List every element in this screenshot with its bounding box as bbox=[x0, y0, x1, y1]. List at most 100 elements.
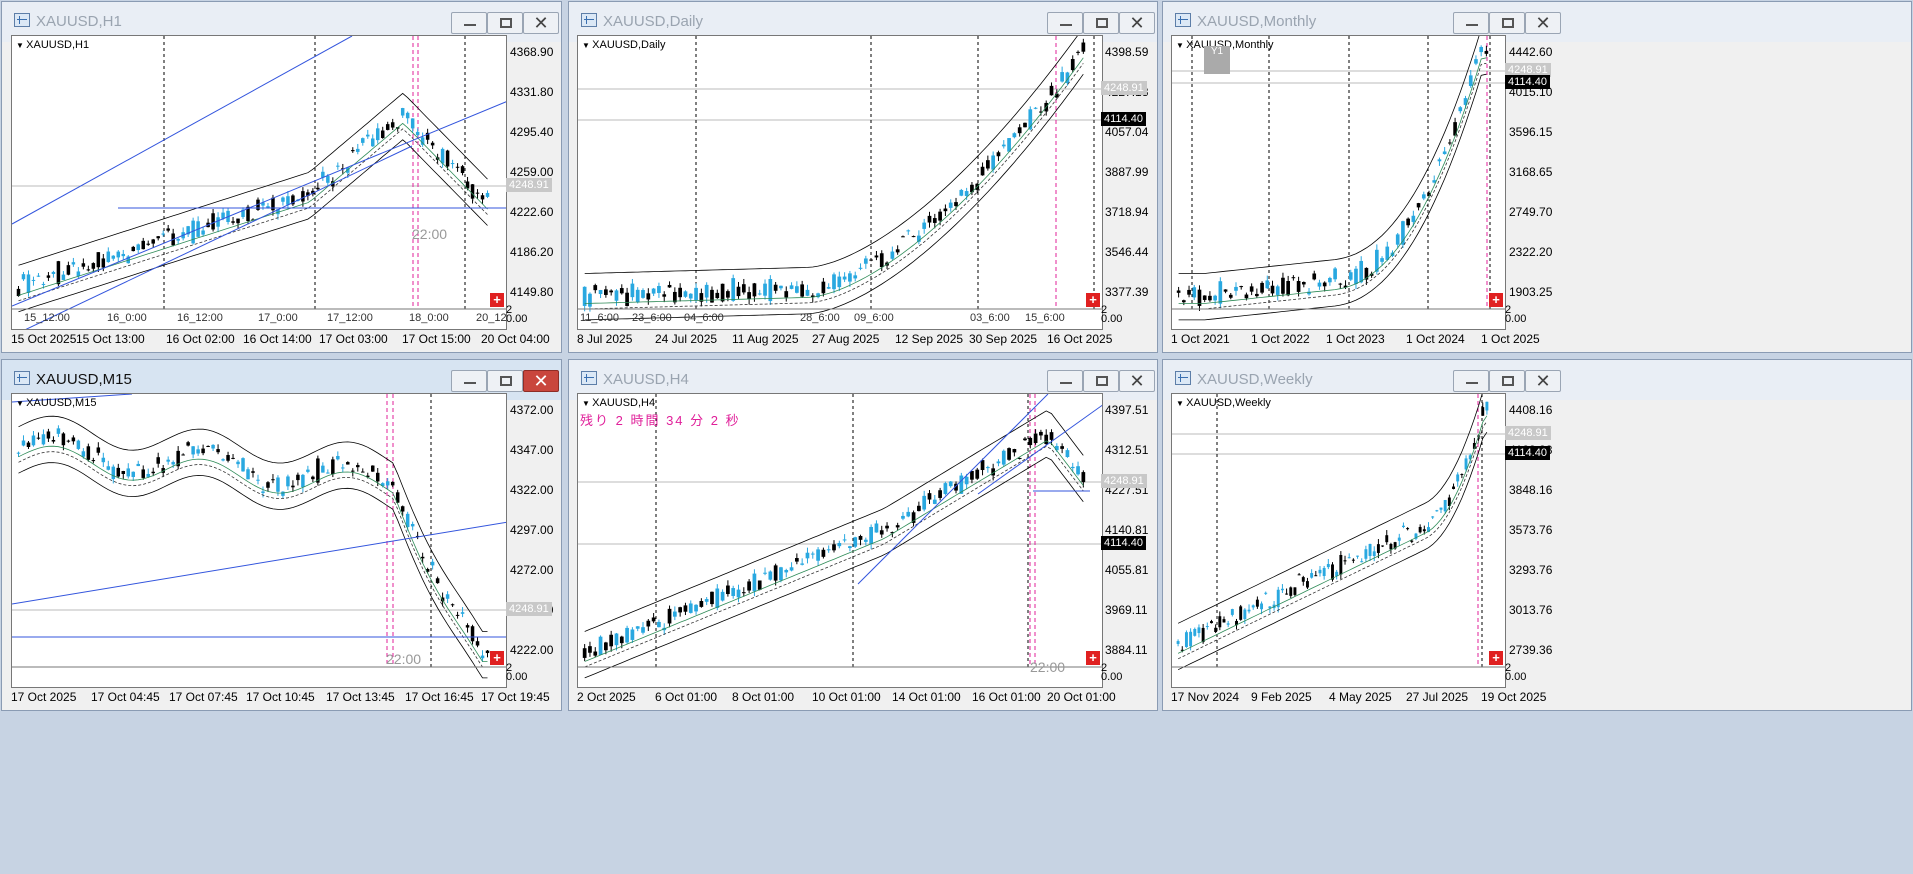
candle-body bbox=[51, 271, 56, 275]
chart-plot-area[interactable]: XAUUSD,M15 22:00 + bbox=[11, 393, 507, 688]
maximize-button[interactable] bbox=[1489, 370, 1525, 392]
time-tick-label: 27 Aug 2025 bbox=[812, 332, 880, 346]
candle-body bbox=[1214, 627, 1218, 632]
time-tick-label: 14 Oct 01:00 bbox=[892, 690, 961, 704]
time-marker-label: 22:00 bbox=[412, 226, 448, 242]
candle-body bbox=[773, 565, 778, 581]
candle-body bbox=[475, 192, 480, 194]
candle-body bbox=[895, 249, 900, 253]
chart-plot-area[interactable]: XAUUSD,H1 15_12:00 16_0:00 16_12:00 17_0:00… bbox=[11, 35, 507, 330]
candle-body bbox=[985, 467, 990, 469]
candle-body bbox=[51, 439, 56, 442]
candle-body bbox=[311, 190, 315, 195]
minimize-button[interactable] bbox=[1453, 370, 1489, 392]
candle-body bbox=[366, 134, 370, 137]
chart-plot-area[interactable]: XAUUSD,Daily 11_6:00 23_6:00 04_6:00 28_6:0… bbox=[577, 35, 1103, 330]
close-button[interactable]: ✕ bbox=[1119, 370, 1155, 392]
candle-body bbox=[842, 539, 847, 541]
one-click-trade-button[interactable]: + bbox=[1489, 293, 1503, 307]
candle-body bbox=[747, 581, 751, 591]
candle-body bbox=[985, 160, 990, 169]
candle-body bbox=[171, 462, 175, 465]
time-tick-label: 20 Oct 01:00 bbox=[1047, 690, 1116, 704]
close-button[interactable]: ✕ bbox=[523, 12, 559, 34]
minimize-button[interactable] bbox=[451, 370, 487, 392]
candle-body bbox=[1023, 438, 1027, 441]
maximize-button[interactable] bbox=[487, 12, 523, 34]
one-click-trade-button[interactable]: + bbox=[1086, 651, 1100, 665]
candle-body bbox=[1176, 290, 1181, 293]
price-tick-label: 3718.94 bbox=[1105, 205, 1149, 219]
maximize-button[interactable] bbox=[1083, 370, 1119, 392]
candle-body bbox=[1023, 122, 1027, 128]
candle-body bbox=[321, 171, 325, 178]
candle-body bbox=[593, 285, 598, 291]
close-button[interactable]: ✕ bbox=[1525, 370, 1561, 392]
chart-window-monthly[interactable]: XAUUSD,Monthly ✕ XAUUSD,Monthly Y1 + 444… bbox=[1162, 1, 1912, 353]
candle-body bbox=[246, 469, 250, 480]
candle-body bbox=[826, 549, 831, 551]
upper-band-line bbox=[584, 36, 1078, 274]
candle-body bbox=[1458, 107, 1463, 112]
chart-window-weekly[interactable]: XAUUSD,Weekly ✕ XAUUSD,Weekly + 4408.16 4… bbox=[1162, 359, 1912, 711]
maximize-button[interactable] bbox=[1083, 12, 1119, 34]
candle-body bbox=[366, 475, 370, 478]
candle-body bbox=[1481, 407, 1485, 416]
ask-price-tag: 4248.91 bbox=[506, 602, 552, 616]
one-click-trade-button[interactable]: + bbox=[1489, 651, 1503, 665]
candle-body bbox=[455, 614, 460, 616]
close-button[interactable]: ✕ bbox=[1525, 12, 1561, 34]
close-button[interactable]: ✕ bbox=[1119, 12, 1155, 34]
candle-body bbox=[874, 255, 879, 258]
candle-body bbox=[191, 220, 195, 244]
chart-plot-area[interactable]: XAUUSD,Monthly Y1 + bbox=[1171, 35, 1506, 330]
candle-body bbox=[76, 440, 81, 449]
candle-body bbox=[1176, 641, 1180, 644]
ask-price-tag: 4248.91 bbox=[506, 178, 552, 192]
one-click-trade-button[interactable]: + bbox=[1086, 293, 1100, 307]
candle-body bbox=[361, 471, 365, 473]
candle-body bbox=[485, 192, 490, 197]
minimize-button[interactable] bbox=[1047, 370, 1083, 392]
close-button[interactable]: ✕ bbox=[523, 370, 559, 392]
candle-body bbox=[96, 252, 101, 268]
price-tick-label: 4272.00 bbox=[510, 563, 554, 577]
chart-window-m15[interactable]: XAUUSD,M15 ✕ XAUUSD,M15 22:00 + 4372.00 43… bbox=[1, 359, 562, 711]
candle-body bbox=[1033, 107, 1038, 109]
one-click-trade-button[interactable]: + bbox=[490, 293, 504, 307]
time-tick-label: 17 Oct 16:45 bbox=[405, 690, 474, 704]
y1-marker[interactable]: Y1 bbox=[1204, 46, 1230, 74]
candle-body bbox=[1039, 431, 1043, 436]
maximize-button[interactable] bbox=[487, 370, 523, 392]
candle-body bbox=[741, 284, 746, 293]
candle-body bbox=[1335, 571, 1339, 577]
candle-body bbox=[176, 450, 180, 467]
candle-body bbox=[874, 523, 879, 533]
minimize-button[interactable] bbox=[451, 12, 487, 34]
chart-plot-area[interactable]: XAUUSD,H4 残り 2 時間 34 分 2 秒 22:00 + bbox=[577, 393, 1103, 688]
candle-body bbox=[276, 477, 280, 492]
candle-body bbox=[1397, 537, 1401, 541]
maximize-button[interactable] bbox=[1489, 12, 1525, 34]
candle-body bbox=[1322, 282, 1327, 287]
minimize-button[interactable] bbox=[1047, 12, 1083, 34]
minimize-button[interactable] bbox=[1453, 12, 1489, 34]
candle-body bbox=[271, 479, 275, 481]
chart-window-h4[interactable]: XAUUSD,H4 ✕ XAUUSD,H4 残り 2 時間 34 分 2 秒 2… bbox=[568, 359, 1158, 711]
candle-body bbox=[784, 291, 789, 298]
candle-body bbox=[1360, 561, 1364, 563]
candle-body bbox=[964, 476, 969, 485]
candle-body bbox=[196, 449, 200, 454]
price-axis: 4398.594227.134057.043887.993718.943546.… bbox=[1101, 35, 1157, 330]
one-click-trade-button[interactable]: + bbox=[490, 651, 504, 665]
chart-plot-area[interactable]: XAUUSD,Weekly + bbox=[1171, 393, 1506, 688]
candle-body bbox=[405, 112, 410, 119]
candle-body bbox=[1226, 623, 1230, 625]
inner-time-label: 23_6:00 bbox=[632, 312, 672, 324]
chart-window-daily[interactable]: XAUUSD,Daily ✕ XAUUSD,Daily 11_6:00 23_6:… bbox=[568, 1, 1158, 353]
candle-body bbox=[460, 166, 465, 174]
candle-body bbox=[619, 636, 624, 644]
candle-body bbox=[964, 191, 969, 196]
chart-window-h1[interactable]: XAUUSD,H1 ✕ XAUUSD,H1 15_12:00 16_0:00 16_… bbox=[1, 1, 562, 353]
candle-body bbox=[1310, 573, 1314, 578]
